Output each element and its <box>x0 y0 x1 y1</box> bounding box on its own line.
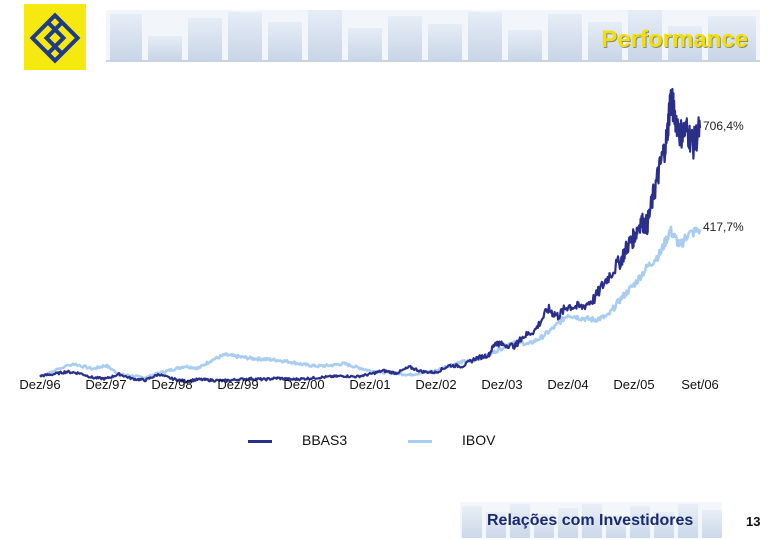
x-tick-label: Dez/99 <box>217 377 259 392</box>
legend-swatch-ibov <box>408 440 432 443</box>
legend-label-ibov: IBOV <box>462 432 496 448</box>
x-tick-label: Dez/04 <box>547 377 589 392</box>
bank-logo <box>24 4 86 70</box>
x-tick-label: Dez/05 <box>613 377 655 392</box>
page-number: 13 <box>746 514 761 529</box>
end-label-bbas3: 706,4% <box>703 118 744 133</box>
x-tick-label: Dez/97 <box>85 377 127 392</box>
series-line-ibov <box>39 225 702 380</box>
x-tick-label: Dez/98 <box>151 377 193 392</box>
page-title: Performance <box>601 26 748 53</box>
footer-banner <box>460 502 722 538</box>
x-tick-label: Dez/03 <box>481 377 523 392</box>
header-banner <box>106 8 760 60</box>
x-tick-label: Dez/00 <box>283 377 325 392</box>
x-tick-label: Set/06 <box>681 377 719 392</box>
series-line-bbas3 <box>39 87 702 384</box>
x-tick-label: Dez/96 <box>19 377 61 392</box>
logo-icon <box>29 12 81 64</box>
end-label-ibov: 417,7% <box>703 220 744 235</box>
legend-swatch-bbas3 <box>248 440 272 443</box>
footer-section-title: Relações com Investidores <box>487 512 694 529</box>
x-tick-label: Dez/01 <box>349 377 391 392</box>
legend-label-bbas3: BBAS3 <box>302 432 348 448</box>
x-tick-label: Dez/02 <box>415 377 457 392</box>
header-rule <box>106 60 760 62</box>
